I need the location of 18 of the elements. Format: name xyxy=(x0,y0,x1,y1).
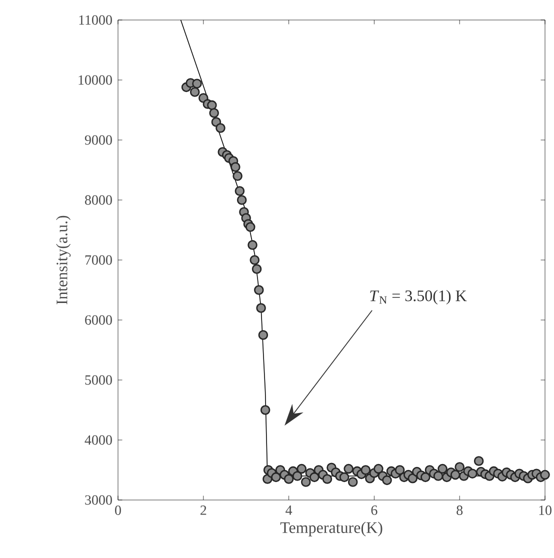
y-tick-label: 3000 xyxy=(85,495,112,505)
x-tick-label: 6 xyxy=(371,506,378,515)
y-tick-label: 9000 xyxy=(84,135,112,145)
y-tick-label: 7000 xyxy=(85,255,112,265)
y-tick-label: 6000 xyxy=(85,315,112,325)
y-tick-label: 8000 xyxy=(85,195,112,205)
x-tick-label: 2 xyxy=(200,506,206,515)
x-tick-label: 0 xyxy=(115,506,121,515)
y-tick-label: 10000 xyxy=(78,75,112,85)
annotation: T$_{N}$ = 3.50(1) K xyxy=(370,290,467,304)
y-tick-label: 11000 xyxy=(79,15,112,25)
x-tick-label: 10 xyxy=(539,506,552,515)
x-tick-label: 4 xyxy=(286,506,292,515)
y-tick-label: 4000 xyxy=(84,435,112,445)
x-axis-title: Temperature(K) xyxy=(280,522,382,536)
x-tick-label: 8 xyxy=(456,506,463,515)
y-axis-title: Intensity(a.u.) xyxy=(56,216,71,304)
y-tick-label: 5000 xyxy=(85,375,112,385)
